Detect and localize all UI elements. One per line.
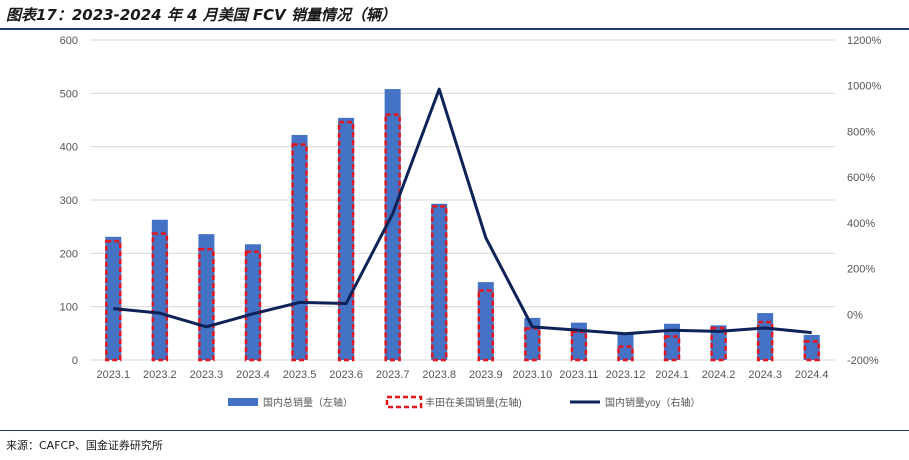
left-tick-label: 600 [60, 35, 78, 47]
bar-series [105, 89, 820, 362]
x-tick-label: 2023.11 [559, 369, 598, 381]
legend: 国内总销量（左轴） 丰田在美国销量(左轴) 国内销量yoy（右轴） [228, 395, 701, 409]
right-tick-label: 800% [847, 126, 875, 138]
right-tick-label: 400% [847, 218, 875, 230]
right-axis: -200% 0% 200% 400% 600% 800% 1000% 1200% [847, 35, 881, 367]
x-tick-label: 2023.4 [236, 369, 270, 381]
x-tick-label: 2024.2 [702, 369, 736, 381]
bar-toyota [756, 320, 774, 362]
bar-toyota [570, 330, 588, 362]
legend-label-toyota: 丰田在美国销量(左轴) [425, 396, 522, 409]
legend-swatch-total [228, 398, 258, 406]
x-tick-label: 2023.10 [512, 369, 552, 381]
legend-swatch-toyota [385, 395, 423, 409]
bar-toyota [337, 120, 355, 362]
x-tick-label: 2023.5 [283, 369, 317, 381]
x-tick-label: 2023.8 [422, 369, 456, 381]
right-tick-label: 200% [847, 264, 875, 276]
bar-toyota [151, 232, 169, 362]
right-tick-label: 0% [847, 309, 863, 321]
bar-toyota [710, 326, 727, 362]
bar-toyota [477, 289, 495, 362]
x-tick-label: 2023.7 [376, 369, 410, 381]
right-tick-label: 1200% [847, 35, 881, 47]
left-tick-label: 400 [60, 142, 78, 154]
bar-toyota [105, 239, 122, 362]
title-divider [0, 28, 909, 30]
right-tick-label: 600% [847, 172, 875, 184]
left-tick-label: 0 [72, 355, 78, 367]
bar-toyota [291, 143, 308, 362]
chart: 0 100 200 300 400 500 600 -200% 0% 200% 400% 600% 8… [60, 35, 882, 409]
left-tick-label: 200 [60, 248, 78, 260]
x-axis: 2023.1 2023.2 2023.3 2023.4 2023.5 2023.6 2023… [96, 369, 828, 381]
left-tick-label: 300 [60, 195, 78, 207]
bar-toyota [384, 113, 401, 362]
bar-toyota [663, 335, 681, 362]
line-yoy [113, 87, 812, 336]
line-series [113, 87, 812, 336]
left-tick-label: 500 [60, 88, 78, 100]
x-tick-label: 2023.1 [96, 369, 130, 381]
bar-toyota [617, 345, 634, 362]
x-tick-label: 2024.4 [795, 369, 829, 381]
legend-label-yoy: 国内销量yoy（右轴） [605, 396, 701, 409]
x-tick-label: 2024.1 [655, 369, 689, 381]
x-tick-label: 2023.6 [329, 369, 363, 381]
x-tick-label: 2023.12 [606, 369, 646, 381]
x-tick-label: 2023.3 [190, 369, 224, 381]
bar-toyota [430, 205, 448, 362]
bar-toyota [198, 247, 215, 362]
page-title: 图表17：2023-2024 年 4 月美国 FCV 销量情况（辆） [6, 6, 397, 24]
bar-toyota [244, 250, 262, 362]
left-axis: 0 100 200 300 400 500 600 [60, 35, 78, 367]
x-tick-label: 2024.3 [748, 369, 782, 381]
bar-toyota [803, 340, 820, 362]
x-tick-label: 2023.9 [469, 369, 503, 381]
bar-toyota [524, 327, 541, 362]
right-tick-label: 1000% [847, 81, 881, 93]
legend-label-total: 国内总销量（左轴） [263, 396, 353, 409]
left-tick-label: 100 [60, 302, 78, 314]
x-tick-label: 2023.2 [143, 369, 177, 381]
footer-divider [0, 430, 909, 431]
source-note: 来源：CAFCP、国金证券研究所 [6, 439, 163, 452]
right-tick-label: -200% [847, 355, 879, 367]
